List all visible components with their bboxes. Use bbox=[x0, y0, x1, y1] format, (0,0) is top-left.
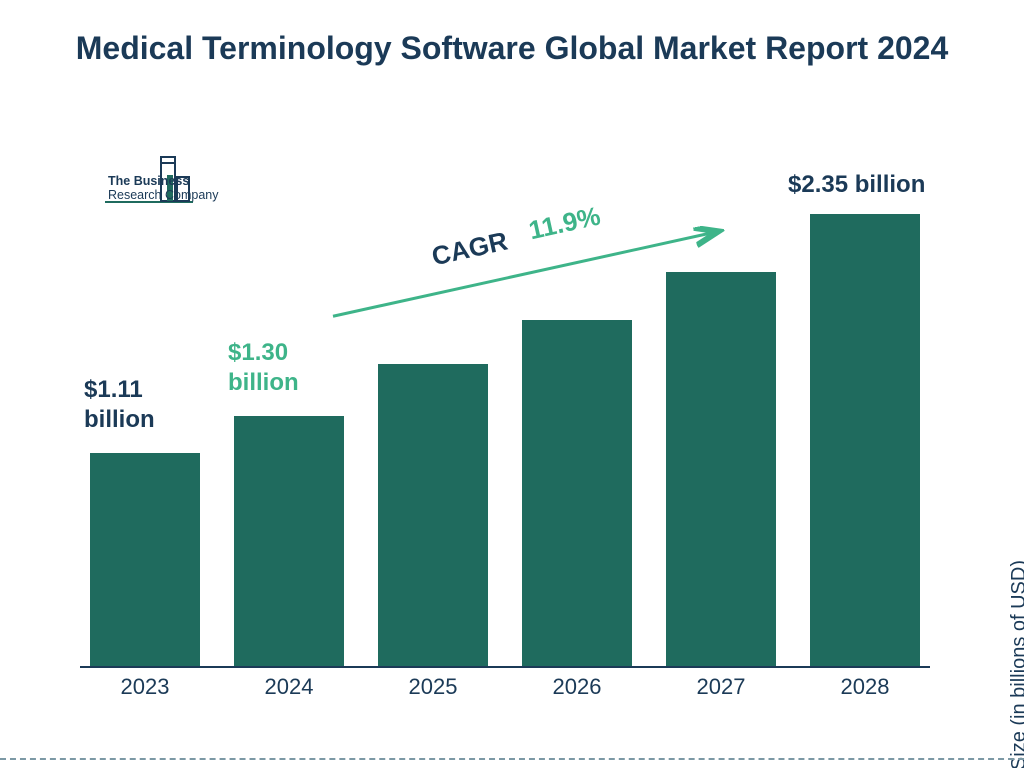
x-axis-label-2023: 2023 bbox=[90, 674, 200, 700]
chart-title: Medical Terminology Software Global Mark… bbox=[0, 28, 1024, 68]
chart-canvas: Medical Terminology Software Global Mark… bbox=[0, 0, 1024, 768]
x-axis-label-2027: 2027 bbox=[666, 674, 776, 700]
bar-2025 bbox=[378, 364, 488, 666]
bar-2028 bbox=[810, 214, 920, 666]
bar-2026 bbox=[522, 320, 632, 666]
growth-arrow-icon bbox=[318, 217, 731, 331]
x-axis-label-2024: 2024 bbox=[234, 674, 344, 700]
x-axis-label-2025: 2025 bbox=[378, 674, 488, 700]
bar-2023 bbox=[90, 453, 200, 666]
bottom-dashed-divider bbox=[0, 758, 1024, 760]
value-callout-2023: $1.11billion bbox=[84, 375, 155, 435]
value-callout-2028: $2.35 billion bbox=[788, 170, 925, 200]
x-axis-label-2026: 2026 bbox=[522, 674, 632, 700]
value-callout-2024: $1.30billion bbox=[228, 338, 299, 398]
title-text: Medical Terminology Software Global Mark… bbox=[76, 30, 949, 66]
bar-2024 bbox=[234, 416, 344, 666]
y-axis-label: Market Size (in billions of USD) bbox=[1008, 560, 1024, 768]
x-axis-line bbox=[80, 666, 930, 668]
x-axis-label-2028: 2028 bbox=[810, 674, 920, 700]
